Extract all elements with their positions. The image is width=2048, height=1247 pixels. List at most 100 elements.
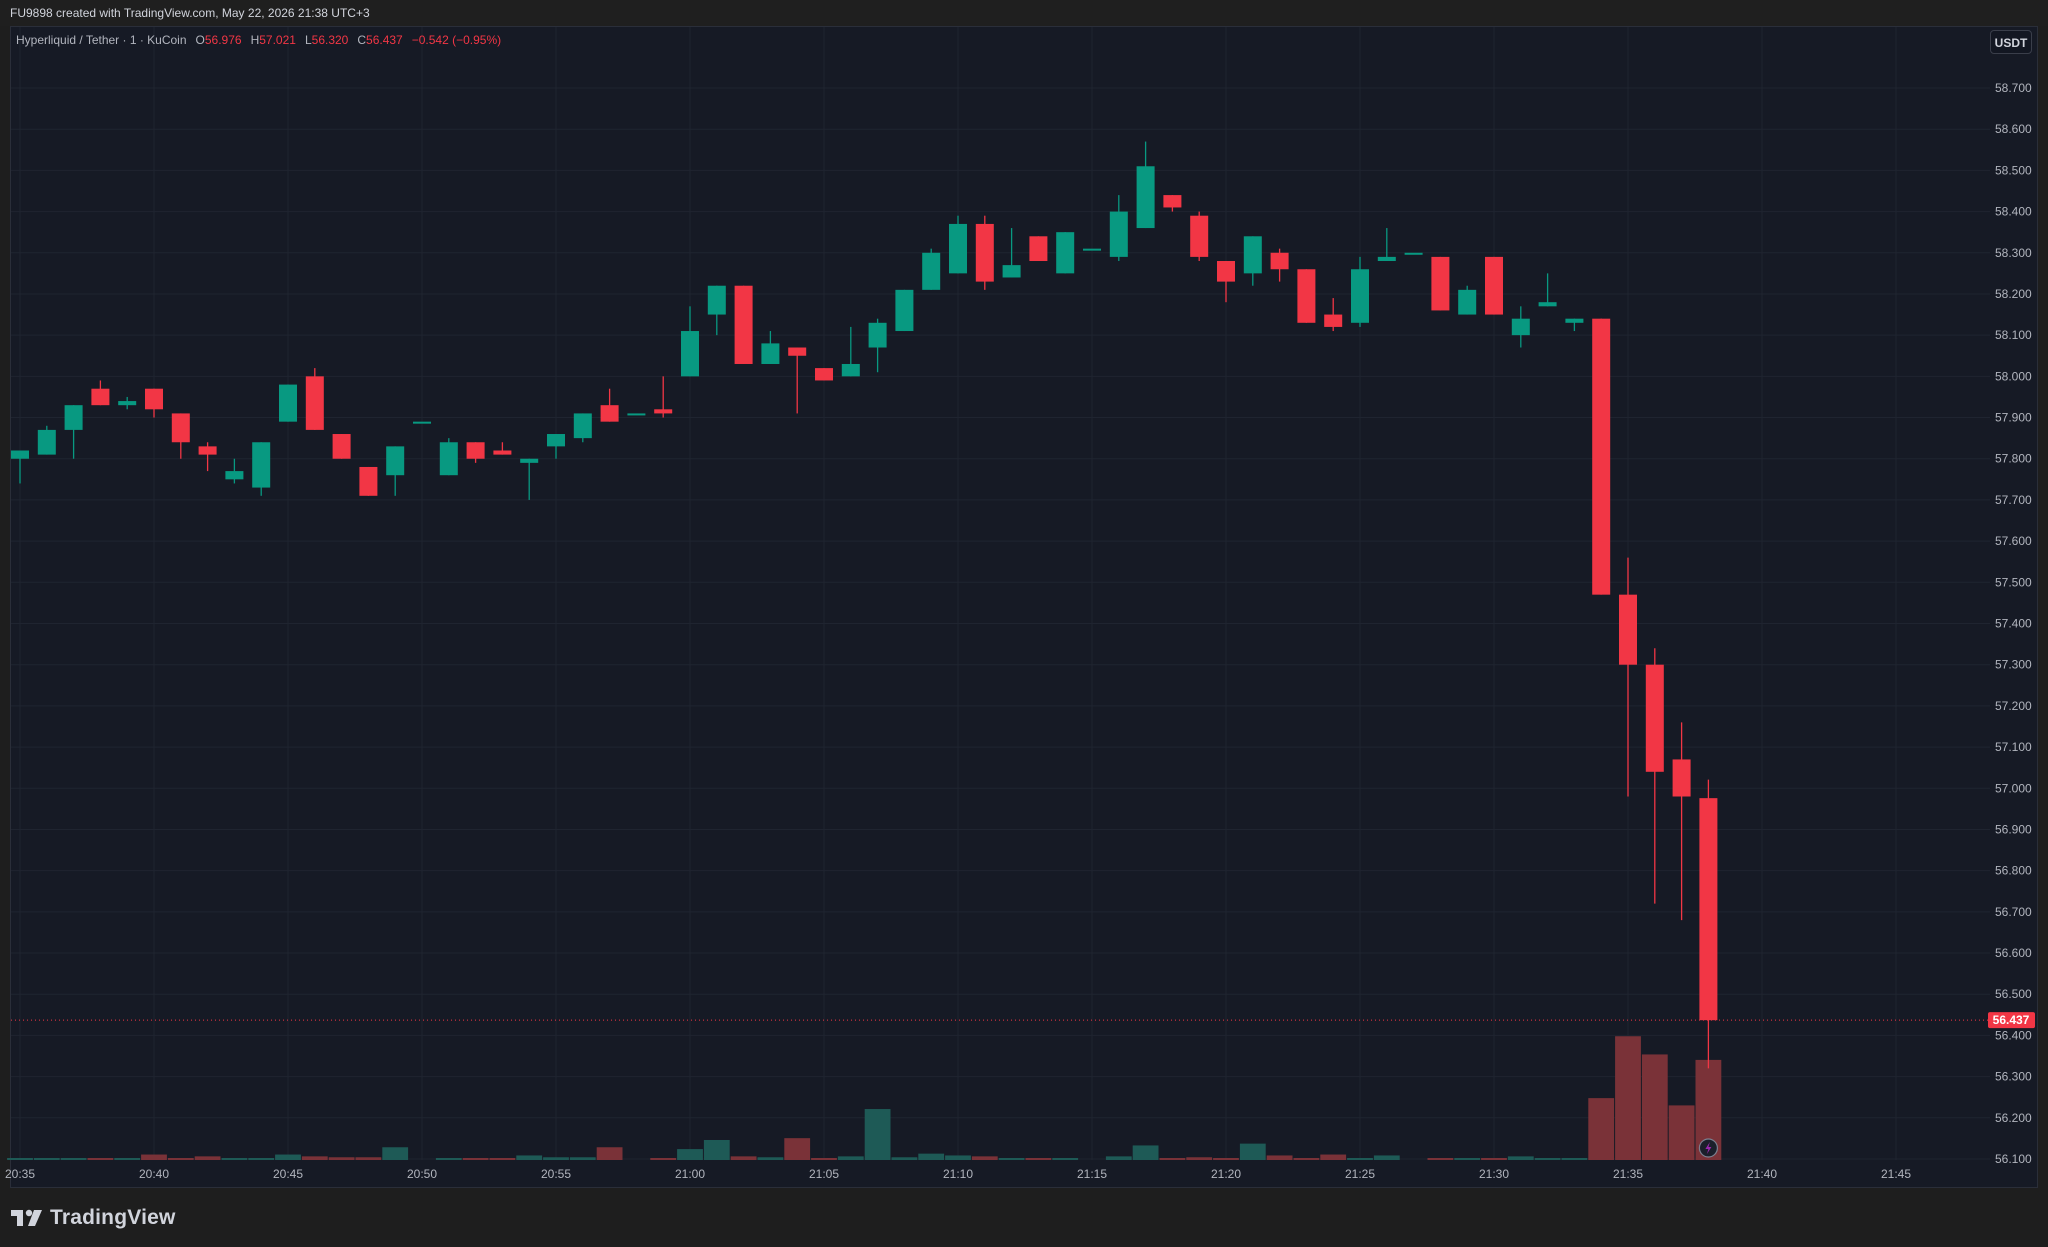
- symbol-legend: Hyperliquid / Tether · 1 · KuCoin O56.976…: [16, 33, 501, 47]
- volume-bar: [569, 1157, 596, 1160]
- candle-down: [1029, 236, 1048, 262]
- price-tick-label: 58.400: [1995, 205, 2032, 219]
- time-tick-label: 21:10: [943, 1167, 973, 1181]
- price-tick-label: 58.300: [1995, 246, 2032, 260]
- candle-down: [815, 368, 833, 381]
- candle-down: [1270, 252, 1289, 270]
- chart-snapshot-header: FU9898 created with TradingView.com, May…: [0, 0, 2048, 26]
- time-tick-label: 20:45: [273, 1167, 303, 1181]
- volume-bar: [864, 1109, 891, 1160]
- last-price-tag: [1988, 1012, 2035, 1029]
- volume-bar: [248, 1158, 275, 1160]
- volume-bar: [7, 1158, 33, 1160]
- time-tick-label: 21:40: [1747, 1167, 1777, 1181]
- price-tick-label: 57.700: [1995, 493, 2032, 507]
- volume-bar: [837, 1156, 864, 1160]
- volume-bar: [677, 1149, 703, 1160]
- price-tick-label: 56.500: [1995, 987, 2032, 1001]
- candle-down: [171, 413, 190, 443]
- candle-up: [520, 458, 539, 463]
- candle-down: [600, 405, 619, 422]
- tradingview-logo-icon: [11, 1209, 42, 1226]
- volume-bar: [167, 1158, 194, 1160]
- volume-bar: [1105, 1156, 1132, 1160]
- price-tick-label: 56.400: [1995, 1028, 2032, 1042]
- change-value: −0.542 (−0.95%): [411, 33, 502, 47]
- price-tick-label: 58.700: [1995, 81, 2032, 95]
- candle-up: [1136, 166, 1155, 229]
- volume-bar: [1025, 1158, 1052, 1160]
- tradingview-logo[interactable]: TradingView: [10, 1205, 176, 1231]
- candle-down: [145, 388, 163, 410]
- volume-bar: [382, 1147, 409, 1160]
- candle-up: [413, 421, 431, 424]
- open-label: O: [195, 33, 205, 47]
- volume-bar: [1454, 1158, 1481, 1160]
- volume-bar: [33, 1158, 60, 1160]
- volume-bar: [435, 1158, 462, 1160]
- candle-down: [1324, 314, 1343, 327]
- candle-down: [1619, 594, 1637, 665]
- price-tick-label: 58.100: [1995, 328, 2032, 342]
- symbol-title[interactable]: Hyperliquid / Tether · 1 · KuCoin: [16, 33, 187, 47]
- time-tick-label: 20:50: [407, 1167, 437, 1181]
- candle-up: [439, 442, 458, 476]
- time-axis[interactable]: 20:35 20:40 20:45 20:50 20:55 21:00 21:05 21:10…: [5, 1167, 1911, 1181]
- candle-up: [252, 442, 271, 488]
- candlestick-chart: 58.700 58.600 58.500 58.400 58.300 58.200 58.1…: [5, 27, 2035, 1181]
- time-tick-label: 21:20: [1211, 1167, 1241, 1181]
- open-value: 56.976: [204, 33, 242, 47]
- high-value: 57.021: [259, 33, 296, 47]
- currency-button[interactable]: USDT: [1990, 30, 2032, 54]
- volume-bar: [891, 1157, 918, 1160]
- candle-up: [1243, 236, 1262, 274]
- volume-bar: [650, 1158, 677, 1160]
- high-label: H: [250, 33, 260, 47]
- volume-bar: [596, 1147, 623, 1160]
- lightning-icon[interactable]: [1698, 1138, 1719, 1158]
- volume-bar: [757, 1157, 784, 1160]
- volume-bar: [1213, 1158, 1239, 1160]
- candle-up: [1109, 211, 1128, 257]
- volume-bar: [328, 1157, 355, 1160]
- price-tick-label: 56.100: [1995, 1152, 2032, 1166]
- candle-up: [1538, 302, 1557, 307]
- price-tick-label: 56.700: [1995, 905, 2032, 919]
- candle-up: [573, 413, 592, 439]
- candle-down: [1190, 215, 1209, 257]
- volume-bar: [1293, 1158, 1320, 1160]
- price-tick-label: 56.600: [1995, 946, 2032, 960]
- candle-up: [1565, 318, 1584, 323]
- price-tick-label: 56.300: [1995, 1070, 2032, 1084]
- volume-bar: [543, 1157, 569, 1160]
- close-label: C: [357, 33, 367, 47]
- volume-bar: [489, 1158, 516, 1160]
- volume-bar: [1588, 1098, 1615, 1160]
- candle-up: [681, 331, 699, 377]
- candle-up: [1083, 248, 1101, 251]
- volume-bar: [60, 1158, 87, 1160]
- candle-down: [1217, 261, 1235, 282]
- candle-up: [64, 405, 83, 430]
- time-tick-label: 21:25: [1345, 1167, 1375, 1181]
- time-tick-label: 21:05: [809, 1167, 839, 1181]
- volume-bar: [1641, 1054, 1668, 1160]
- candle-down: [1672, 759, 1691, 797]
- volume-bar: [1534, 1158, 1561, 1160]
- price-tick-label: 56.800: [1995, 864, 2032, 878]
- close-value: 56.437: [366, 33, 403, 47]
- time-tick-label: 20:40: [139, 1167, 169, 1181]
- volume-bar: [1481, 1158, 1507, 1160]
- candle-down: [332, 434, 351, 459]
- volume-bar: [194, 1156, 221, 1160]
- grid-layer: [11, 27, 1990, 1160]
- price-axis[interactable]: 58.700 58.600 58.500 58.400 58.300 58.200 58.1…: [1988, 81, 2035, 1166]
- volume-bar: [114, 1158, 141, 1160]
- candle-up: [11, 450, 29, 459]
- volume-bar: [141, 1154, 167, 1160]
- candle-down: [1431, 256, 1450, 311]
- volume-bar: [462, 1158, 489, 1160]
- price-tick-label: 57.200: [1995, 699, 2032, 713]
- price-tick-label: 57.600: [1995, 534, 2032, 548]
- time-tick-label: 21:15: [1077, 1167, 1107, 1181]
